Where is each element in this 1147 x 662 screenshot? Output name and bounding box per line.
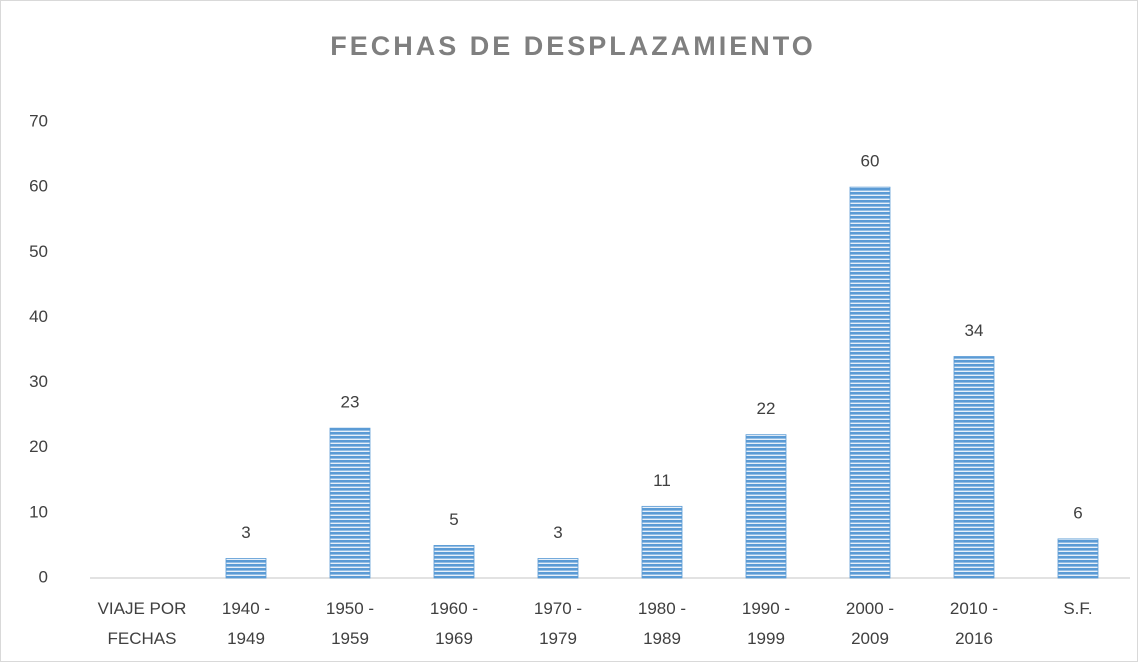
x-tick-label: 2000 -2009 (846, 599, 894, 648)
data-label: 22 (757, 399, 776, 418)
y-tick-label: 70 (29, 111, 48, 130)
y-tick-label: 50 (29, 242, 48, 261)
bar (1057, 538, 1099, 579)
bar (953, 356, 995, 579)
y-tick-label: 20 (29, 437, 48, 456)
y-tick-label: 10 (29, 502, 48, 521)
data-label: 23 (341, 393, 360, 412)
bar (225, 558, 267, 579)
y-tick-label: 30 (29, 372, 48, 391)
data-label: 3 (241, 523, 250, 542)
data-label: 5 (449, 510, 458, 529)
x-tick-label: 1980 -1989 (638, 599, 686, 648)
data-label: 34 (965, 321, 984, 340)
bar (537, 558, 579, 579)
chart-title: FECHAS DE DESPLAZAMIENTO (330, 31, 816, 61)
x-tick-label: 1970 -1979 (534, 599, 582, 648)
bar (849, 186, 891, 579)
bar (433, 545, 475, 579)
bar (745, 434, 787, 579)
bar (641, 505, 683, 579)
data-label: 11 (653, 471, 671, 490)
x-tick-label: 2010 -2016 (950, 599, 998, 648)
x-tick-label: S.F. (1063, 599, 1092, 618)
x-tick-label: VIAJE POR FECHAS (98, 599, 187, 648)
y-tick-label: 60 (29, 177, 48, 196)
data-label: 6 (1073, 503, 1082, 522)
x-tick-label: 1950 -1959 (326, 599, 374, 648)
bar (329, 427, 371, 579)
x-tick-label: 1940 -1949 (222, 599, 270, 648)
data-label: 60 (861, 152, 880, 171)
x-tick-label: 1960 -1969 (430, 599, 478, 648)
x-tick-label: 1990 -1999 (742, 599, 790, 648)
y-tick-label: 40 (29, 307, 48, 326)
y-tick-label: 0 (39, 567, 48, 586)
data-label: 3 (553, 523, 562, 542)
